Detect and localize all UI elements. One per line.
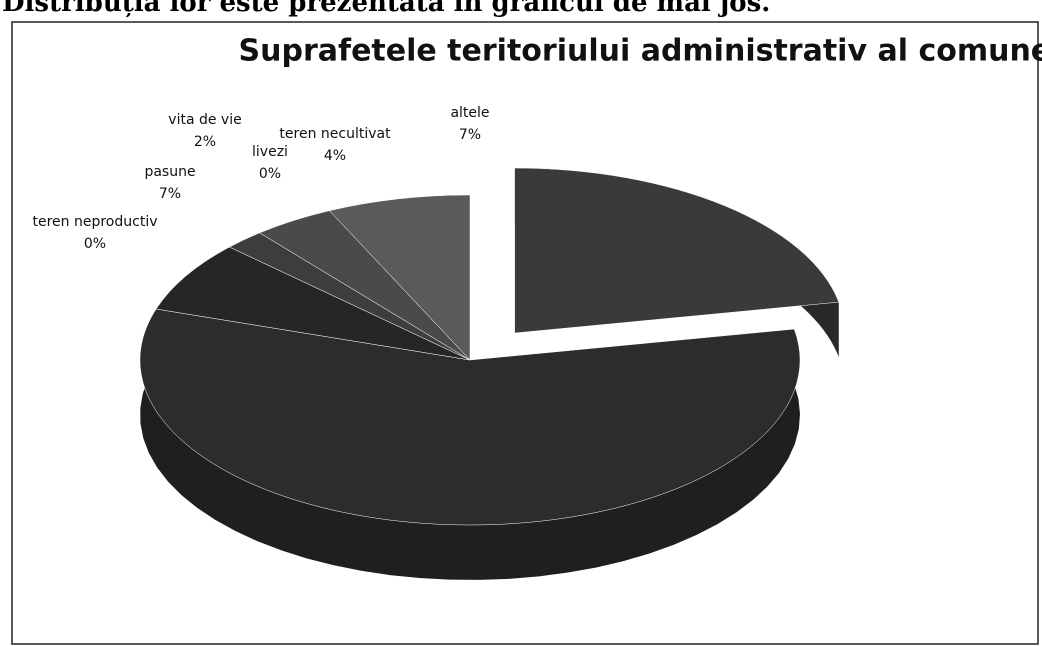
slice-label: teren necultivat [279,126,391,142]
slice-label: pasune [144,164,195,180]
pie-slice-side [140,309,800,580]
slice-value-label: 2% [194,134,216,150]
slice-value-label: 0% [259,166,281,182]
slice-value-label: 0% [84,236,106,252]
slice-label: teren neproductiv [33,214,158,230]
slice-value-label: 7% [459,127,481,143]
pie-slice [329,194,471,361]
chart-frame [11,21,1039,645]
slice-label: vita de vie [168,112,241,128]
document-text: Distribuția lor este prezentată în grafi… [2,0,770,18]
slice-value-label: 7% [159,186,181,202]
pie-slice [514,167,840,334]
pie-slice [139,308,801,526]
slice-label: livezi [252,144,288,160]
slice-label: altele [450,105,489,121]
pie-slice [155,246,471,361]
slice-value-label: 4% [324,148,346,164]
chart-title: Suprafetele teritoriului administrativ a… [239,34,1042,69]
